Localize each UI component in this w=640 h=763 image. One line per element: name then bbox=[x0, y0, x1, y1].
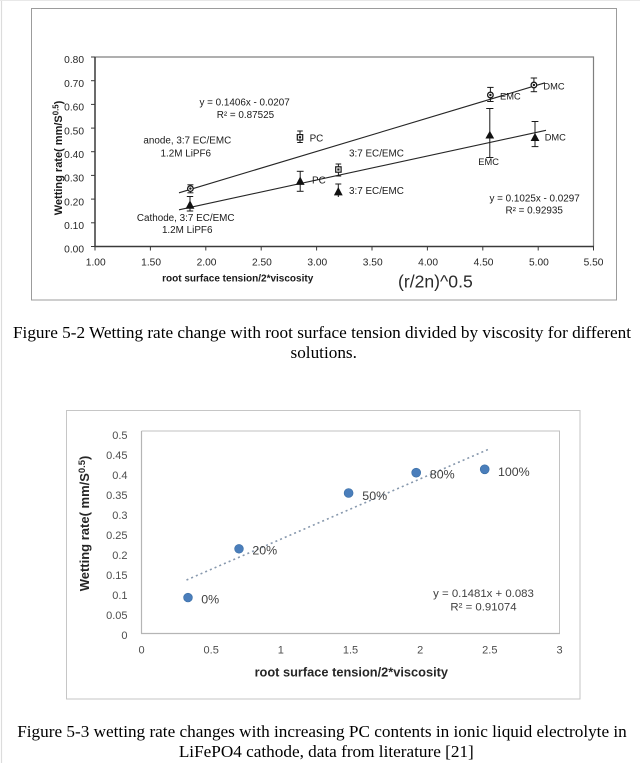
svg-text:1.2M LiPF6: 1.2M LiPF6 bbox=[161, 149, 212, 160]
svg-text:1.5: 1.5 bbox=[343, 645, 358, 657]
svg-text:EMC: EMC bbox=[500, 92, 521, 102]
svg-text:50%: 50% bbox=[362, 489, 387, 503]
svg-text:0.25: 0.25 bbox=[106, 530, 127, 542]
svg-text:1.2M LiPF6: 1.2M LiPF6 bbox=[162, 225, 213, 236]
svg-text:3.00: 3.00 bbox=[307, 258, 327, 269]
svg-text:0.20: 0.20 bbox=[64, 197, 84, 208]
svg-text:0: 0 bbox=[138, 645, 144, 657]
svg-text:0.1: 0.1 bbox=[112, 590, 127, 602]
svg-text:0.15: 0.15 bbox=[106, 570, 127, 582]
svg-text:Wetting rate( mm/S0.5): Wetting rate( mm/S0.5) bbox=[76, 456, 92, 592]
svg-text:20%: 20% bbox=[252, 543, 277, 557]
svg-text:0: 0 bbox=[121, 630, 127, 642]
svg-text:y = 0.1481x + 0.083: y = 0.1481x + 0.083 bbox=[433, 588, 534, 600]
svg-text:2: 2 bbox=[417, 645, 423, 657]
svg-text:2.50: 2.50 bbox=[252, 258, 272, 269]
svg-text:root surface tension/2*viscosi: root surface tension/2*viscosity bbox=[255, 665, 449, 680]
svg-text:R² = 0.92935: R² = 0.92935 bbox=[506, 206, 564, 217]
svg-text:0.00: 0.00 bbox=[64, 245, 84, 256]
svg-text:DMC: DMC bbox=[545, 133, 566, 143]
svg-text:R² = 0.87525: R² = 0.87525 bbox=[217, 110, 275, 121]
svg-text:3:7 EC/EMC: 3:7 EC/EMC bbox=[349, 186, 404, 197]
svg-text:R² = 0.91074: R² = 0.91074 bbox=[450, 601, 516, 613]
svg-text:PC: PC bbox=[310, 133, 324, 144]
svg-text:0.2: 0.2 bbox=[112, 550, 127, 562]
svg-text:4.00: 4.00 bbox=[418, 258, 438, 269]
svg-text:0.45: 0.45 bbox=[106, 450, 127, 462]
svg-text:Wetting rate( mm/S0.5): Wetting rate( mm/S0.5) bbox=[52, 100, 65, 215]
svg-text:0.5: 0.5 bbox=[112, 430, 127, 442]
svg-text:y = 0.1406x - 0.0207: y = 0.1406x - 0.0207 bbox=[199, 98, 289, 109]
svg-text:0.3: 0.3 bbox=[112, 510, 127, 522]
svg-text:80%: 80% bbox=[430, 468, 455, 482]
svg-text:0.4: 0.4 bbox=[112, 470, 127, 482]
svg-text:3.50: 3.50 bbox=[363, 258, 383, 269]
svg-text:0.40: 0.40 bbox=[64, 150, 84, 161]
svg-text:3:7 EC/EMC: 3:7 EC/EMC bbox=[349, 149, 404, 160]
svg-text:(r/2n)^0.5: (r/2n)^0.5 bbox=[398, 272, 473, 292]
svg-text:0.05: 0.05 bbox=[106, 610, 127, 622]
svg-text:PC: PC bbox=[312, 175, 326, 186]
svg-text:0.50: 0.50 bbox=[64, 126, 84, 137]
svg-text:0.60: 0.60 bbox=[64, 103, 84, 114]
svg-text:2.00: 2.00 bbox=[197, 258, 217, 269]
svg-text:5.50: 5.50 bbox=[584, 258, 604, 269]
svg-text:0%: 0% bbox=[201, 593, 219, 607]
svg-text:0.5: 0.5 bbox=[204, 645, 219, 657]
svg-text:y = 0.1025x - 0.0297: y = 0.1025x - 0.0297 bbox=[489, 194, 579, 205]
svg-text:1: 1 bbox=[278, 645, 284, 657]
svg-text:0.80: 0.80 bbox=[64, 55, 84, 66]
svg-text:EMC: EMC bbox=[478, 157, 499, 167]
svg-text:root surface tension/2*viscosi: root surface tension/2*viscosity bbox=[162, 274, 314, 285]
svg-text:0.70: 0.70 bbox=[64, 79, 84, 90]
svg-text:100%: 100% bbox=[498, 465, 530, 479]
svg-text:0.10: 0.10 bbox=[64, 221, 84, 232]
svg-text:anode, 3:7 EC/EMC: anode, 3:7 EC/EMC bbox=[143, 136, 231, 147]
svg-text:1.50: 1.50 bbox=[141, 258, 161, 269]
svg-text:0.35: 0.35 bbox=[106, 490, 127, 502]
svg-text:5.00: 5.00 bbox=[529, 258, 549, 269]
svg-text:0.30: 0.30 bbox=[64, 174, 84, 185]
svg-text:1.00: 1.00 bbox=[86, 258, 106, 269]
svg-text:2.5: 2.5 bbox=[482, 645, 497, 657]
svg-text:3: 3 bbox=[556, 645, 562, 657]
svg-text:DMC: DMC bbox=[543, 82, 564, 92]
svg-text:Cathode, 3:7 EC/EMC: Cathode, 3:7 EC/EMC bbox=[137, 213, 235, 224]
svg-text:4.50: 4.50 bbox=[474, 258, 494, 269]
